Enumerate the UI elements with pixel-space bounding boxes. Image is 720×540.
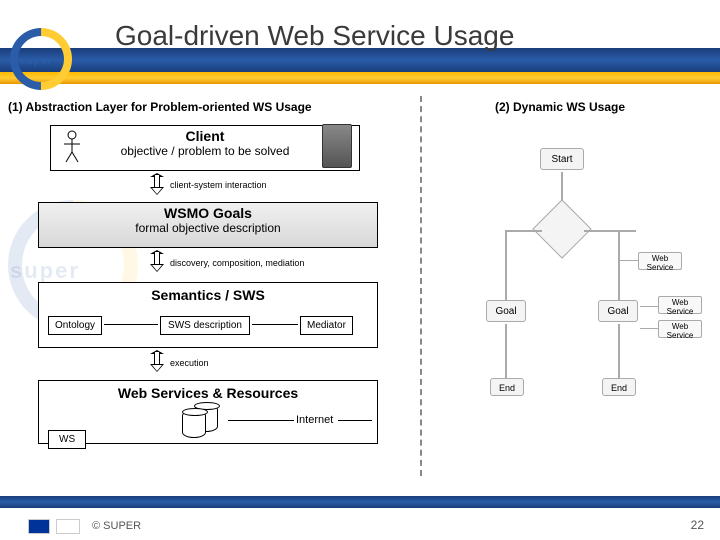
vertical-divider [420, 96, 422, 476]
mediator-box: Mediator [300, 316, 353, 335]
wsmo-subtitle: formal objective description [39, 221, 377, 235]
flow-line [620, 260, 638, 261]
flow-line [505, 230, 507, 300]
arrow-label-2: discovery, composition, mediation [170, 258, 304, 268]
sws-description-box: SWS description [160, 316, 250, 335]
flow-ws-3: Web Service [658, 320, 702, 338]
flow-line [640, 328, 658, 329]
flow-decision [532, 199, 591, 258]
flow-line [505, 324, 507, 378]
flow-goal-2: Goal [598, 300, 638, 322]
flow-ws-1: Web Service [638, 252, 682, 270]
footer-blue-band [0, 496, 720, 508]
copyright: © SUPER [92, 520, 141, 532]
wsr-title: Web Services & Resources [39, 385, 377, 401]
wsmo-title: WSMO Goals [39, 205, 377, 221]
connector-line [338, 420, 372, 421]
header-yellow-band [0, 72, 720, 84]
arrow-label-1: client-system interaction [170, 180, 267, 190]
flow-end-1: End [490, 378, 524, 396]
flow-ws-2: Web Service [658, 296, 702, 314]
arrow-label-3: execution [170, 358, 209, 368]
eu-flag-icon [28, 519, 50, 534]
flow-line [640, 306, 658, 307]
server-icon [322, 124, 352, 168]
section-left-heading: (1) Abstraction Layer for Problem-orient… [8, 100, 312, 114]
flow-start: Start [540, 148, 584, 170]
page-title: Goal-driven Web Service Usage [115, 20, 514, 52]
watermark-text: super [10, 258, 80, 284]
slide-number: 22 [691, 518, 704, 532]
semantics-title: Semantics / SWS [39, 287, 377, 303]
user-icon [62, 130, 82, 164]
arrow-client-wsmo [150, 173, 164, 195]
flow-line [618, 324, 620, 378]
flow-end-2: End [602, 378, 636, 396]
arrow-wsmo-semantics [150, 250, 164, 272]
ontology-box: Ontology [48, 316, 102, 335]
arrow-semantics-wsr [150, 350, 164, 372]
semantics-box: Semantics / SWS [38, 282, 378, 348]
flow-line [506, 230, 542, 232]
connector-line [104, 324, 158, 325]
database-icon [176, 404, 226, 440]
flow-line [584, 230, 636, 232]
client-box: Client objective / problem to be solved [50, 125, 360, 171]
flow-line [618, 230, 620, 300]
section-right-heading: (2) Dynamic WS Usage [495, 100, 625, 114]
logo-text: super [20, 56, 52, 67]
connector-line [252, 324, 298, 325]
partner-logo-icon [56, 519, 80, 534]
wsmo-box: WSMO Goals formal objective description [38, 202, 378, 248]
connector-line [228, 420, 294, 421]
internet-label: Internet [296, 414, 333, 426]
client-subtitle: objective / problem to be solved [51, 144, 359, 158]
client-title: Client [51, 128, 359, 144]
flow-goal-1: Goal [486, 300, 526, 322]
ws-box: WS [48, 430, 86, 449]
